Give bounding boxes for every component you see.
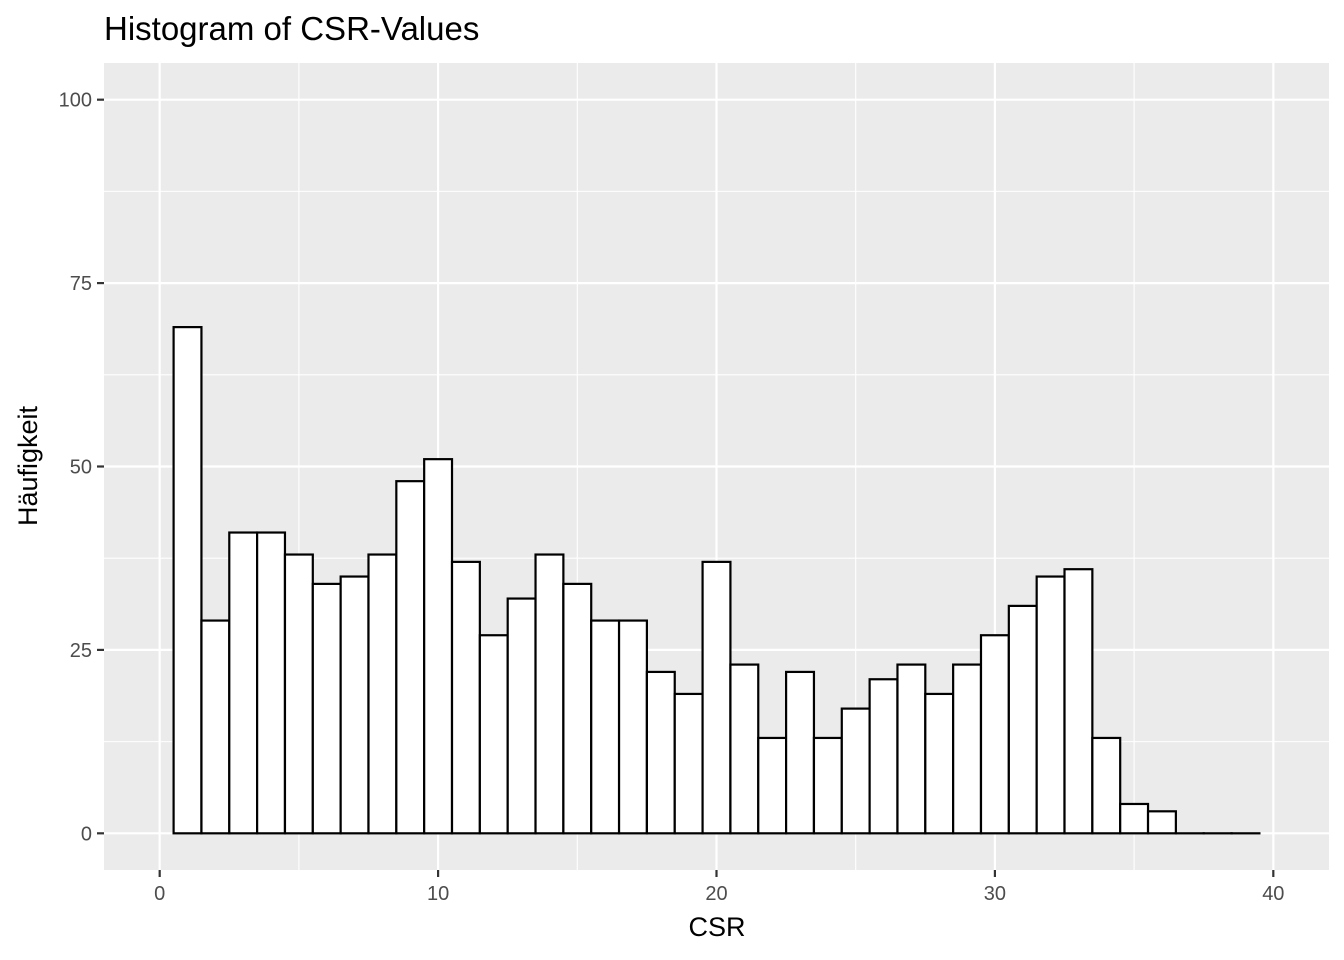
histogram-bar bbox=[478, 634, 509, 835]
histogram-bar bbox=[562, 582, 593, 835]
histogram-bar bbox=[673, 692, 704, 835]
histogram-bar bbox=[1063, 568, 1094, 835]
histogram-bar bbox=[729, 663, 760, 835]
chart-title: Histogram of CSR-Values bbox=[104, 10, 479, 47]
y-tick-label: 50 bbox=[70, 457, 92, 479]
histogram-bar bbox=[840, 707, 871, 835]
x-tick-label: 20 bbox=[705, 883, 727, 905]
histogram-bar bbox=[1035, 575, 1066, 835]
x-tick-label: 10 bbox=[427, 883, 449, 905]
histogram-bar bbox=[1119, 802, 1150, 835]
histogram-bar bbox=[645, 670, 676, 835]
x-tick-label: 0 bbox=[154, 883, 165, 905]
x-axis: 0 10 20 30 40 bbox=[154, 870, 1284, 905]
histogram-bar bbox=[172, 326, 203, 835]
histogram-bar bbox=[924, 692, 955, 835]
histogram-bar bbox=[701, 560, 732, 835]
histogram-bar bbox=[757, 736, 788, 835]
histogram-bar bbox=[617, 619, 648, 835]
y-axis: 0 25 50 75 100 bbox=[59, 90, 104, 845]
histogram-bar bbox=[590, 619, 621, 835]
histogram-bar bbox=[812, 736, 843, 835]
histogram-bar bbox=[896, 663, 927, 835]
y-axis-title: Häufigkeit bbox=[13, 405, 43, 526]
histogram-bar bbox=[785, 670, 816, 835]
histogram-bar bbox=[506, 597, 537, 835]
histogram-bar bbox=[868, 678, 899, 835]
histogram-bar bbox=[256, 531, 287, 835]
y-tick-label: 100 bbox=[59, 90, 92, 112]
x-tick-label: 30 bbox=[984, 883, 1006, 905]
histogram-bar bbox=[200, 619, 231, 835]
y-tick-label: 75 bbox=[70, 273, 92, 295]
histogram-bar bbox=[1091, 736, 1122, 835]
x-axis-title: CSR bbox=[688, 912, 745, 942]
histogram-bar bbox=[395, 480, 426, 835]
y-tick-label: 0 bbox=[81, 823, 92, 845]
histogram-bars bbox=[172, 326, 1261, 835]
histogram-bar bbox=[423, 458, 454, 835]
histogram-bar bbox=[450, 560, 481, 835]
histogram-bar bbox=[311, 582, 342, 835]
histogram-bar bbox=[1007, 604, 1038, 835]
histogram-bar bbox=[228, 531, 259, 835]
x-tick-label: 40 bbox=[1262, 883, 1284, 905]
histogram-bar bbox=[283, 553, 314, 835]
y-tick-label: 25 bbox=[70, 640, 92, 662]
histogram-bar bbox=[979, 634, 1010, 835]
histogram-bar bbox=[534, 553, 565, 835]
histogram-bar bbox=[952, 663, 983, 835]
histogram-bar bbox=[367, 553, 398, 835]
histogram-bar bbox=[339, 575, 370, 835]
histogram-bar bbox=[1146, 810, 1177, 835]
